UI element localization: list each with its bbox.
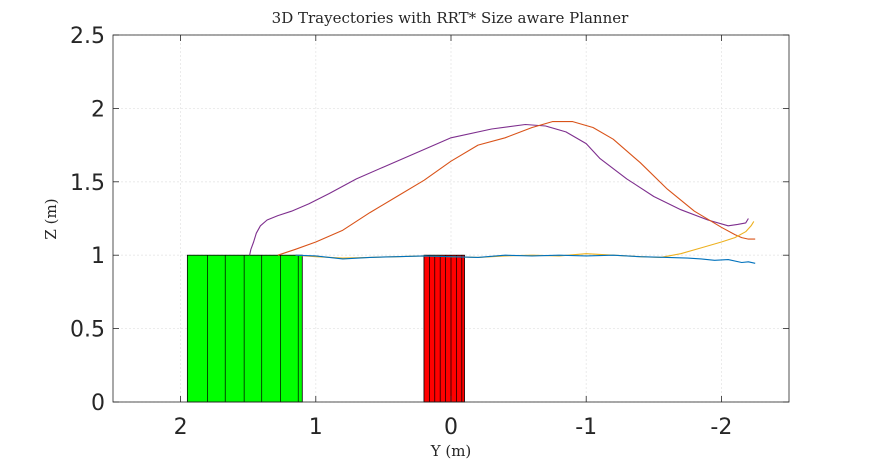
red-block — [423, 254, 465, 403]
chart-title: 3D Trayectories with RRT* Size aware Pla… — [272, 9, 629, 27]
x-tick-label: 1 — [309, 415, 323, 440]
x-tick-label: 0 — [444, 415, 458, 440]
y-tick-label: 0.5 — [70, 318, 105, 343]
obstacles — [186, 254, 465, 403]
y-tick-label: 0 — [91, 391, 105, 416]
y-tick-label: 2.5 — [70, 24, 105, 49]
x-tick-label: 2 — [174, 415, 188, 440]
y-tick-label: 1 — [91, 244, 105, 269]
x-tick-label: -2 — [710, 415, 732, 440]
series-lines — [249, 121, 756, 264]
x-tick-label: -1 — [575, 415, 597, 440]
y-tick-label: 1.5 — [70, 171, 105, 196]
green-block — [186, 254, 303, 403]
trajectory-line-3 — [295, 221, 755, 259]
trajectory-line-4 — [295, 254, 756, 264]
y-tick-label: 2 — [91, 97, 105, 122]
x-axis-label: Y (m) — [430, 442, 472, 460]
trajectory-line-1 — [249, 123, 749, 256]
trajectory-line-2 — [277, 121, 756, 256]
y-axis-label: Z (m) — [42, 198, 60, 239]
axis-ticks: 2 1 0 -1 -2 0 0.5 1 1.5 2 2.5 — [70, 24, 789, 440]
